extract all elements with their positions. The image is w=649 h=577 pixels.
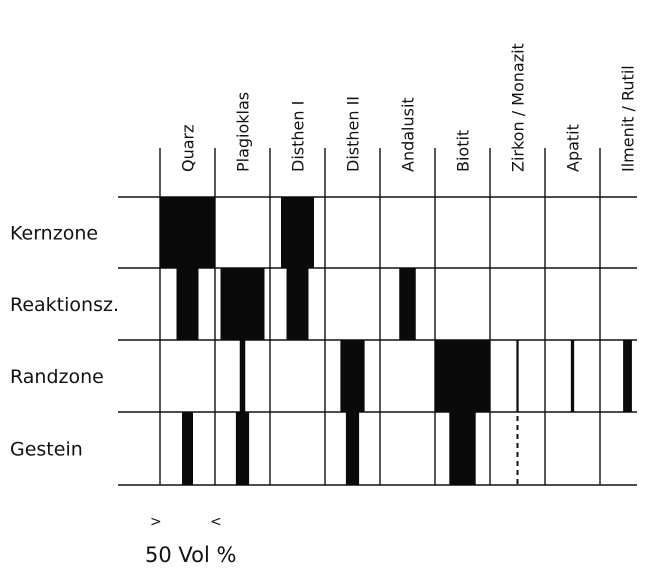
column-header-ilmenit-rutil: Ilmenit / Rutil	[619, 65, 638, 172]
bar-randzone-apatit	[570, 340, 575, 412]
row-label-gestein: Gestein	[10, 439, 83, 461]
column-header-andalusit: Andalusit	[399, 97, 418, 172]
bar-randzone-biotit	[435, 340, 490, 412]
bar-gestein-biotit	[449, 412, 476, 485]
bar-reaktionsz-plagioklas	[220, 268, 265, 340]
column-header-disthen-i: Disthen I	[289, 101, 308, 172]
bar-randzone-disthen-ii	[340, 340, 365, 412]
row-label-randzone: Randzone	[10, 366, 104, 388]
scale-arrow-right: <	[210, 514, 222, 530]
column-header-plagioklas: Plagioklas	[234, 92, 253, 172]
bar-reaktionsz-disthen-i	[286, 268, 309, 340]
row-label-reaktionsz: Reaktionsz.	[10, 294, 119, 316]
scale-arrow-left: >	[150, 514, 162, 530]
bar-reaktionsz-quarz	[176, 268, 199, 340]
scale-label: 50 Vol %	[145, 543, 236, 567]
bar-gestein-disthen-ii	[345, 412, 360, 485]
bar-kernzone-quarz	[160, 197, 215, 268]
column-header-biotit: Biotit	[454, 130, 473, 172]
bar-kernzone-disthen-i	[281, 197, 314, 268]
bar-reaktionsz-andalusit	[399, 268, 416, 340]
column-header-apatit: Apatit	[564, 124, 583, 172]
bar-randzone-zirkon-monazit	[516, 340, 519, 412]
bar-randzone-ilmenit-rutil	[623, 340, 632, 412]
bar-randzone-plagioklas	[239, 340, 246, 412]
column-header-quarz: Quarz	[179, 124, 198, 172]
row-label-kernzone: Kernzone	[10, 223, 98, 245]
column-header-zirkon-monazit: Zirkon / Monazit	[509, 43, 528, 172]
column-header-disthen-ii: Disthen II	[344, 96, 363, 172]
bar-gestein-plagioklas	[235, 412, 250, 485]
bar-gestein-quarz	[182, 412, 193, 485]
